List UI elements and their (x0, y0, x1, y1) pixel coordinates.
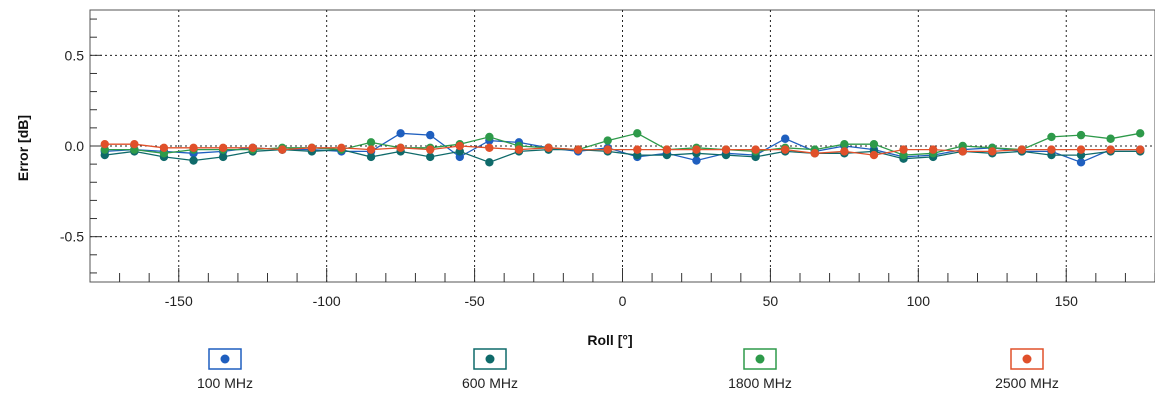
data-point (130, 139, 139, 149)
x-tick-label: -150 (165, 293, 193, 309)
data-point (840, 139, 849, 149)
legend-label: 2500 MHz (995, 375, 1059, 391)
data-point (721, 145, 731, 154)
data-point (1047, 145, 1056, 154)
data-point (337, 143, 346, 153)
x-tick-label: 0 (619, 293, 627, 309)
data-point (426, 130, 435, 140)
data-point (692, 156, 701, 165)
data-point (218, 143, 228, 153)
data-point (278, 145, 287, 154)
legend-label: 600 MHz (462, 375, 518, 391)
y-tick-label: 0.0 (65, 138, 85, 154)
data-point (869, 139, 879, 149)
data-point (159, 143, 169, 153)
data-point (692, 145, 701, 154)
data-point (1076, 145, 1086, 154)
data-point (218, 152, 228, 162)
data-point (573, 145, 583, 154)
data-point (189, 156, 198, 165)
y-axis-ticks: -0.5 0.0 0.5 (60, 18, 102, 274)
data-point (514, 145, 524, 154)
data-point (899, 145, 908, 154)
legend: 100 MHz 600 MHz 1800 MHz 2500 MHz (197, 348, 1059, 391)
data-point (928, 145, 938, 154)
data-point (485, 132, 494, 142)
data-point (633, 129, 642, 138)
data-point (366, 152, 376, 162)
legend-label: 1800 MHz (728, 375, 792, 391)
data-point (1136, 129, 1145, 138)
data-point (455, 141, 464, 151)
y-tick-label: -0.5 (60, 229, 84, 245)
data-point (426, 152, 435, 162)
data-point (1106, 145, 1115, 154)
data-point (1076, 130, 1086, 140)
data-point (662, 145, 672, 154)
data-point (1076, 158, 1086, 167)
series-layer (100, 129, 1145, 167)
legend-marker (755, 354, 765, 364)
data-point (988, 147, 997, 156)
x-tick-label: -50 (464, 293, 484, 309)
data-point (366, 145, 376, 154)
legend-label: 100 MHz (197, 375, 253, 391)
series-line (104, 143, 1141, 156)
x-tick-label: 50 (763, 293, 779, 309)
legend-item: 600 MHz (462, 348, 518, 391)
x-axis-title: Roll [°] (587, 332, 632, 348)
data-point (1047, 132, 1056, 142)
legend-marker (1022, 354, 1032, 364)
data-point (1136, 145, 1145, 154)
legend-marker (220, 354, 230, 364)
x-tick-label: 150 (1055, 293, 1079, 309)
legend-item: 1800 MHz (728, 348, 792, 391)
data-point (248, 143, 257, 153)
legend-item: 2500 MHz (995, 348, 1059, 391)
data-point (781, 145, 790, 154)
data-point (958, 147, 967, 156)
data-point (1017, 145, 1027, 154)
data-point (633, 145, 642, 154)
data-point (100, 139, 109, 149)
data-point (810, 149, 819, 158)
data-point (189, 143, 198, 153)
data-point (485, 158, 494, 167)
x-tick-label: 100 (907, 293, 931, 309)
data-point (366, 138, 376, 147)
series-3 (100, 139, 1145, 160)
data-point (396, 129, 405, 138)
data-point (485, 143, 494, 153)
data-point (840, 147, 849, 156)
y-tick-label: 0.5 (65, 47, 85, 63)
data-point (307, 143, 317, 153)
x-axis-ticks: -150 -100 -50 0 50 100 150 (119, 268, 1155, 309)
y-axis-title: Error [dB] (15, 115, 31, 181)
legend-marker (485, 354, 495, 364)
data-point (781, 134, 790, 143)
data-point (869, 150, 879, 160)
x-tick-label: -100 (313, 293, 341, 309)
data-point (1106, 134, 1115, 143)
grid-lines (90, 10, 1155, 282)
series-line (104, 132, 1141, 156)
data-point (603, 136, 612, 145)
legend-item: 100 MHz (197, 348, 253, 391)
data-point (396, 143, 405, 153)
data-point (426, 145, 435, 154)
data-point (603, 145, 612, 154)
data-point (751, 145, 760, 154)
data-point (544, 143, 553, 153)
